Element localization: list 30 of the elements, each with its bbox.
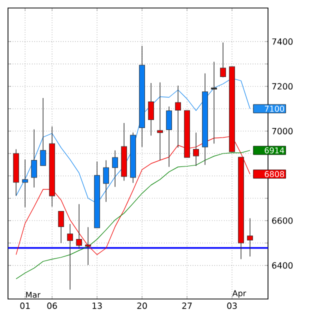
data-label: 7100 bbox=[264, 106, 284, 112]
x-tick-label: 13 bbox=[92, 302, 102, 309]
candlestick bbox=[148, 82, 154, 136]
y-tick-label: 6600 bbox=[272, 217, 293, 224]
y-tick-label: 7200 bbox=[272, 83, 293, 90]
line-series bbox=[16, 150, 250, 280]
y-tick-label: 6400 bbox=[272, 262, 293, 269]
data-label: 6808 bbox=[264, 171, 284, 178]
y-tick-label: 7400 bbox=[272, 38, 293, 45]
x-tick-label: 06 bbox=[47, 302, 57, 309]
x-tick-label: 27 bbox=[182, 302, 192, 309]
candlestick bbox=[166, 106, 172, 168]
candlestick bbox=[31, 128, 38, 188]
data-label: 6914 bbox=[264, 147, 284, 154]
candlestick bbox=[40, 98, 46, 166]
x-tick-label: 03 bbox=[227, 302, 237, 309]
annotation: Apr bbox=[232, 290, 246, 298]
candlestick bbox=[67, 224, 74, 290]
y-tick-label: 7000 bbox=[272, 128, 293, 134]
candlestick bbox=[112, 150, 118, 188]
candlestick bbox=[58, 210, 64, 244]
x-tick-label: 01 bbox=[20, 302, 30, 309]
annotation: Mar bbox=[26, 292, 40, 298]
x-tick-label: 20 bbox=[137, 302, 147, 309]
candlestick bbox=[22, 159, 28, 208]
candlestick bbox=[76, 204, 82, 250]
candlestick bbox=[211, 61, 217, 144]
candlestick bbox=[220, 42, 226, 78]
candlestick bbox=[247, 218, 253, 257]
candlestick bbox=[103, 160, 110, 202]
